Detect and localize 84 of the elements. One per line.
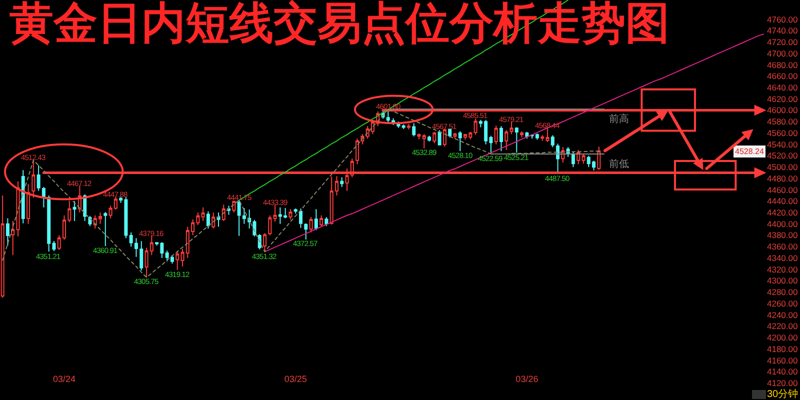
candlestick bbox=[546, 128, 550, 143]
y-tick-label: 4120.00 bbox=[767, 378, 798, 388]
series-label: 前低 bbox=[609, 158, 629, 170]
y-tick-label: 4200.00 bbox=[767, 332, 798, 343]
candlestick bbox=[304, 222, 308, 240]
candlestick bbox=[324, 216, 328, 227]
candlestick bbox=[474, 118, 478, 136]
candlestick bbox=[458, 130, 462, 152]
candlestick bbox=[514, 126, 518, 154]
candlestick bbox=[314, 208, 318, 231]
candlestick bbox=[201, 206, 205, 222]
text: 30分钟 bbox=[767, 388, 798, 400]
candlestick bbox=[72, 200, 76, 222]
candlestick bbox=[309, 216, 313, 233]
candlestick bbox=[453, 132, 457, 140]
candlestick bbox=[320, 214, 324, 228]
y-tick-label: 4600.00 bbox=[767, 105, 798, 116]
y-tick-label: 4520.00 bbox=[767, 150, 798, 161]
x-tick-label: 03/25 bbox=[284, 374, 307, 384]
candlestick bbox=[402, 124, 406, 130]
candlestick bbox=[263, 232, 267, 252]
candlestick bbox=[268, 214, 272, 236]
candlestick bbox=[294, 208, 298, 214]
candlestick bbox=[412, 122, 416, 137]
y-tick-label: 4420.00 bbox=[767, 208, 798, 218]
candlestick bbox=[428, 135, 432, 142]
y-tick-label: 4540.00 bbox=[767, 139, 798, 150]
y-tick-label: 4160.00 bbox=[767, 355, 798, 366]
x-tick-label: 03/24 bbox=[52, 374, 76, 384]
y-tick-label: 4360.00 bbox=[767, 242, 798, 252]
y-tick-label: 4660.00 bbox=[767, 71, 798, 82]
y-tick-label: 4560.00 bbox=[767, 128, 798, 138]
candlestick bbox=[510, 122, 514, 135]
y-tick-label: 4740.00 bbox=[767, 26, 798, 36]
candlestick bbox=[21, 170, 25, 224]
annotation: 4528.24 bbox=[735, 147, 764, 156]
y-tick-label: 4580.00 bbox=[767, 116, 798, 127]
candlestick bbox=[273, 204, 277, 222]
candlestick bbox=[571, 151, 575, 168]
candlestick bbox=[6, 218, 10, 246]
candlestick bbox=[504, 130, 508, 151]
y-tick-label: 4300.00 bbox=[767, 276, 798, 286]
candlestick bbox=[216, 212, 220, 228]
y-tick-label: 4240.00 bbox=[767, 310, 798, 320]
candlestick bbox=[222, 204, 226, 222]
y-tick-label: 4760.00 bbox=[767, 14, 798, 24]
candlestick bbox=[232, 200, 236, 214]
y-tick-label: 4260.00 bbox=[767, 298, 798, 308]
y-tick-label: 4340.00 bbox=[767, 252, 798, 263]
y-tick-label: 4140.00 bbox=[767, 366, 798, 377]
y-tick-label: 4640.00 bbox=[767, 82, 798, 92]
candlestick bbox=[499, 126, 503, 152]
candlestick bbox=[340, 176, 344, 188]
candlestick bbox=[520, 130, 524, 138]
y-tick-label: 4720.00 bbox=[767, 37, 798, 48]
x-tick-label: 03/26 bbox=[516, 374, 538, 384]
y-tick-label: 4440.00 bbox=[767, 196, 798, 206]
y-tick-label: 4620.00 bbox=[767, 94, 798, 104]
candlestick bbox=[288, 208, 292, 220]
candlestick bbox=[448, 128, 452, 138]
y-tick-label: 4220.00 bbox=[767, 321, 798, 332]
y-tick-label: 4280.00 bbox=[767, 287, 798, 298]
candlestick bbox=[442, 128, 446, 148]
y-tick-label: 4500.00 bbox=[767, 162, 798, 172]
candlestick bbox=[298, 208, 302, 228]
y-tick-label: 4700.00 bbox=[767, 48, 798, 58]
y-tick-label: 4460.00 bbox=[767, 184, 798, 195]
line-series bbox=[2, 108, 600, 278]
candlestick bbox=[494, 125, 498, 145]
series-label: 前高 bbox=[609, 113, 629, 125]
candlestick bbox=[227, 205, 231, 216]
candlestick bbox=[550, 134, 554, 148]
y-tick-label: 4480.00 bbox=[767, 173, 798, 184]
candlestick bbox=[432, 131, 436, 144]
y-tick-label: 4680.00 bbox=[767, 60, 798, 70]
candlestick bbox=[206, 210, 210, 229]
candlestick bbox=[212, 212, 216, 229]
y-tick-label: 4380.00 bbox=[767, 230, 798, 240]
y-tick-label: 4320.00 bbox=[767, 264, 798, 274]
candlestick bbox=[540, 134, 544, 142]
y-tick-label: 4180.00 bbox=[767, 344, 798, 354]
candlestick bbox=[104, 211, 108, 247]
candlestick bbox=[438, 130, 442, 146]
y-tick-label: 4400.00 bbox=[767, 218, 798, 229]
